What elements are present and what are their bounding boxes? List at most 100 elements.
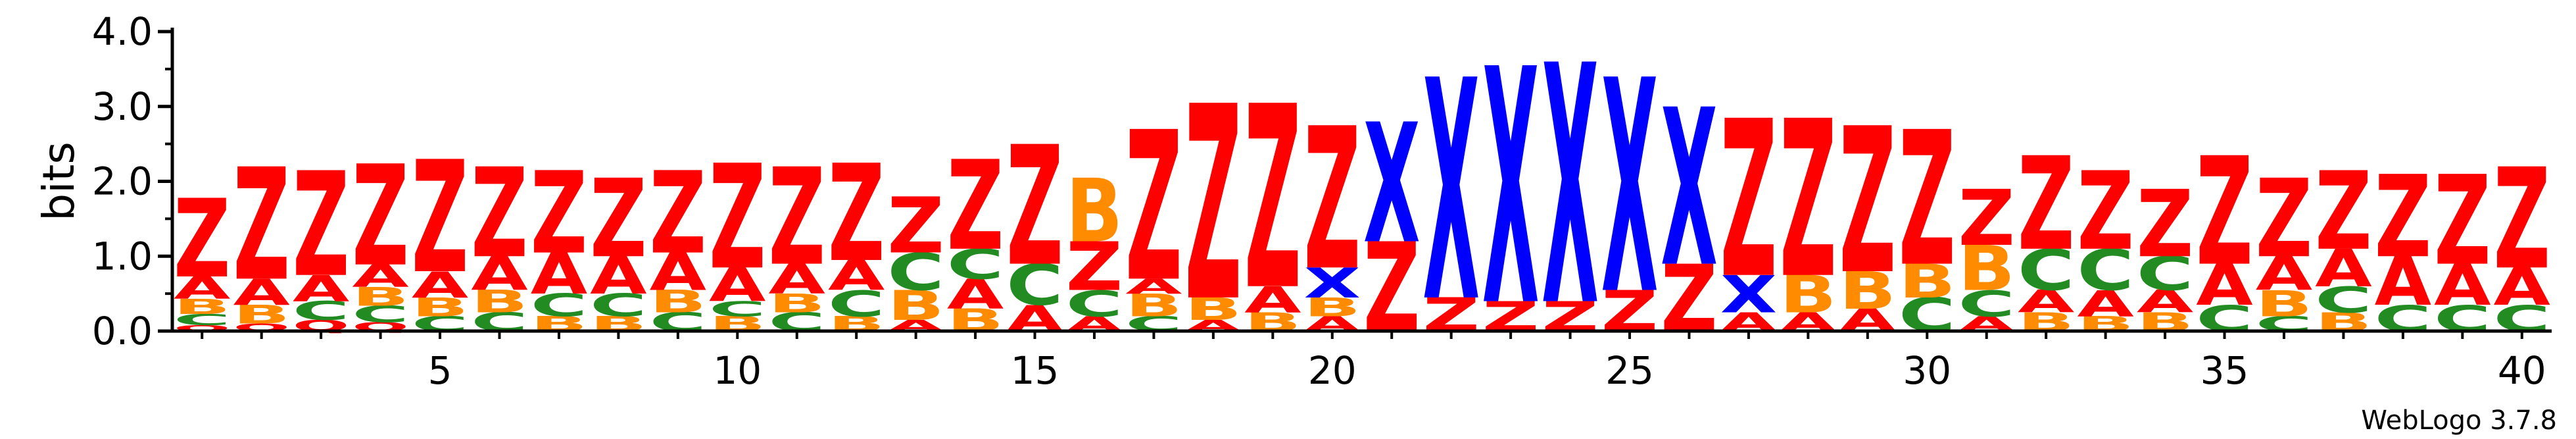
logo-glyph-b: B (1839, 261, 1896, 321)
logo-glyph-z: Z (590, 156, 646, 282)
logo-glyph-c: C (887, 242, 944, 302)
logo-glyph-a: A (768, 256, 825, 303)
logo-glyph-a: A (2494, 257, 2551, 317)
logo-glyph-b: B (352, 282, 408, 312)
logo-glyph-x: X (1363, 88, 1420, 280)
logo-glyph-a: A (293, 268, 349, 310)
logo-glyph-a: A (1244, 279, 1301, 321)
logo-glyph-c: C (590, 288, 646, 323)
logo-glyph-b: B (1185, 292, 1242, 327)
logo-glyph-z: Z (2315, 149, 2371, 274)
logo-glyph-c: C (531, 288, 587, 323)
logo-glyph-a: A (471, 247, 527, 301)
logo-glyph-b: B (887, 282, 944, 330)
x-tick-label: 10 (713, 348, 762, 393)
logo-glyph-z: Z (174, 176, 230, 302)
y-axis-label: bits (34, 142, 84, 221)
logo-glyph-z: Z (1006, 112, 1063, 303)
logo-glyph-x: X (1304, 260, 1361, 307)
logo-glyph-z: Z (828, 137, 885, 292)
logo-glyph-x: X (1542, 0, 1598, 379)
logo-glyph-z: Z (1780, 76, 1836, 326)
x-tick-label: 5 (428, 348, 452, 393)
logo-glyph-z: Z (650, 147, 706, 279)
logo-glyph-b: B (1958, 232, 2015, 305)
x-tick-label: 40 (2498, 348, 2546, 393)
logo-glyph-a: A (828, 252, 885, 299)
y-ticks: 0.0 1.0 2.0 3.0 4.0 (92, 9, 172, 353)
logo-glyph-b: B (1066, 161, 1123, 263)
logo-glyph-c: C (947, 241, 1004, 288)
logo-glyph-b: B (1899, 255, 1955, 309)
logo-glyph-a: A (650, 242, 707, 302)
logo-glyph-c: C (2315, 279, 2371, 321)
logo-glyph-c: C (1006, 253, 1063, 319)
logo-glyph-z: Z (471, 142, 527, 286)
logo-glyph-z: Z (2434, 150, 2491, 294)
logo-glyph-z: Z (1125, 88, 1182, 327)
x-tick-label: 15 (1011, 348, 1059, 393)
logo-glyph-a: A (2018, 284, 2074, 320)
y-tick-label: 3.0 (92, 84, 153, 129)
logo-glyph-c: C (2077, 238, 2133, 303)
logo-glyph-c: C (174, 311, 230, 328)
logo-glyph-x: X (1601, 19, 1658, 359)
logo-glyph-b: B (1780, 265, 1836, 324)
logo-glyph-z: Z (531, 147, 587, 279)
logo-glyph-z: Z (2256, 156, 2312, 282)
logo-glyph-z: Z (709, 134, 766, 301)
logo-glyph-z: Z (2077, 149, 2133, 274)
x-tick-label: 30 (1903, 348, 1951, 393)
logo-glyph-a: A (233, 271, 289, 313)
logo-glyph-b: B (1304, 292, 1361, 323)
y-tick-label: 1.0 (92, 234, 153, 278)
logo-glyph-z: Z (887, 181, 944, 271)
logo-glyph-z: Z (2375, 151, 2431, 283)
logo-glyph-c: C (1066, 283, 1123, 325)
logo-glyph-a: A (2315, 239, 2372, 299)
logo-glyph-b: B (471, 284, 527, 319)
logo-glyph-a: A (2196, 253, 2252, 319)
logo-glyph-a: A (2375, 244, 2432, 321)
y-tick-label: 4.0 (92, 9, 153, 54)
logo-glyph-a: A (2434, 253, 2491, 319)
logo-glyph-a: A (947, 271, 1004, 319)
logo-glyph-z: Z (2137, 170, 2193, 278)
logo-glyph-z: Z (1185, 49, 1242, 361)
logo-glyph-z: Z (2018, 130, 2074, 280)
logo-glyph-a: A (412, 264, 468, 306)
y-tick-label: 2.0 (92, 159, 153, 204)
logo-glyph-c: C (293, 296, 349, 326)
logo-glyph-b: B (174, 295, 230, 319)
logo-glyph-z: Z (293, 142, 349, 309)
x-tick-label: 20 (1308, 348, 1357, 393)
logo-glyph-c: C (352, 301, 408, 328)
logo-glyph-a: A (174, 271, 230, 306)
logo-glyph-z: Z (233, 136, 289, 315)
logo-glyph-b: B (650, 284, 706, 319)
x-tick-label: 25 (1605, 348, 1654, 393)
logo-glyph-a: A (2137, 284, 2193, 320)
logo-glyph-x: X (1720, 265, 1777, 324)
logo-glyph-z: Z (769, 141, 825, 296)
logo-glyph-z: Z (1066, 228, 1123, 306)
logo-glyph-b: B (233, 299, 289, 330)
logo-glyph-b: B (1125, 288, 1182, 323)
logo-glyph-b: B (2256, 282, 2312, 324)
logo-glyph-z: Z (412, 128, 468, 307)
logo-glyph-z: Z (2494, 140, 2550, 301)
logo-glyph-c: C (2137, 247, 2193, 301)
x-ticks: 5 10 15 20 25 30 35 40 (201, 331, 2546, 393)
logo-glyph-a: A (590, 246, 647, 306)
logo-glyph-a: A (709, 258, 766, 312)
logo-glyph-z: Z (1720, 76, 1777, 326)
logo-glyph-c: C (1958, 283, 2015, 325)
logo-glyph-z: Z (1244, 53, 1301, 346)
axes (170, 28, 2552, 333)
logo-glyph-b: B (412, 292, 468, 323)
x-tick-label: 35 (2200, 348, 2249, 393)
y-tick-label: 0.0 (92, 309, 153, 353)
logo-glyphs: QCBAZQBAZQCAZQCBAZCBAZCBAZBCAZBCAZCBAZBC… (174, 0, 2551, 379)
logo-glyph-a: A (2077, 282, 2133, 324)
logo-glyph-z: Z (352, 136, 408, 297)
